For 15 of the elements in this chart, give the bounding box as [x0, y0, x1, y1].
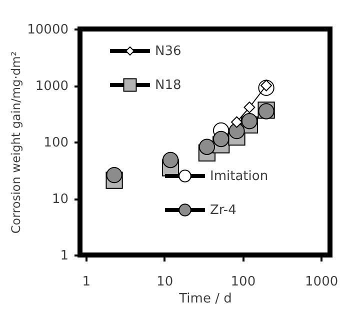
x-tick-label: 1 [82, 274, 91, 290]
legend-label: N18 [155, 78, 182, 93]
y-axis-title: Corrosion weight gain/mg·dm² [9, 51, 24, 234]
x-tick-label: 100 [230, 274, 256, 290]
y-tick-label: 1 [60, 248, 68, 264]
y-tick-label: 10000 [27, 22, 68, 38]
x-tick-label: 10 [156, 274, 174, 290]
x-tick-label: 1000 [305, 274, 338, 290]
legend-label: N36 [155, 44, 182, 59]
y-tick-label: 1000 [35, 79, 68, 94]
legend-label: Imitation [210, 169, 268, 184]
y-tick-label: 100 [44, 136, 68, 150]
legend-label: Zr-4 [210, 203, 236, 218]
y-tick-label: 10 [52, 192, 68, 207]
x-axis-title: Time / d [178, 292, 232, 306]
